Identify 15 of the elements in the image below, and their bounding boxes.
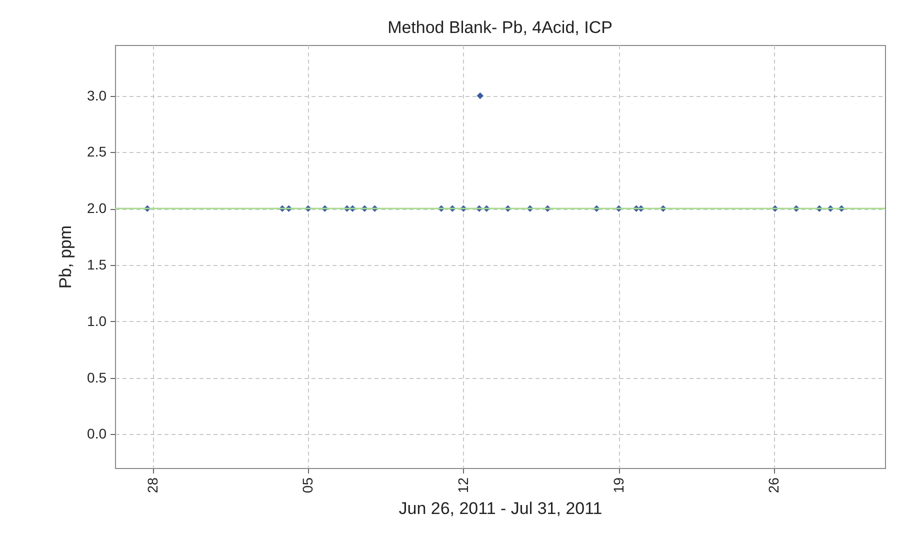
y-tick-label: 2.5 [87, 144, 107, 160]
chart-title: Method Blank- Pb, 4Acid, ICP [388, 18, 612, 37]
y-tick-label: 0.5 [87, 369, 107, 386]
y-tick-label: 3.0 [87, 87, 107, 104]
x-tick-label: 12 [454, 477, 471, 494]
x-tick-label: 19 [610, 477, 626, 494]
x-axis-title: Jun 26, 2011 - Jul 31, 2011 [398, 499, 602, 518]
y-tick-label: 2.0 [87, 200, 107, 216]
x-tick-label: 28 [144, 477, 160, 494]
y-tick-label: 1.0 [87, 312, 107, 329]
y-tick-label: 0.0 [87, 426, 107, 442]
x-tick-label: 05 [300, 477, 316, 494]
y-axis-title: Pb, ppm [56, 225, 76, 289]
y-tick-label: 1.5 [87, 256, 107, 272]
x-tick-label: 26 [766, 477, 782, 494]
